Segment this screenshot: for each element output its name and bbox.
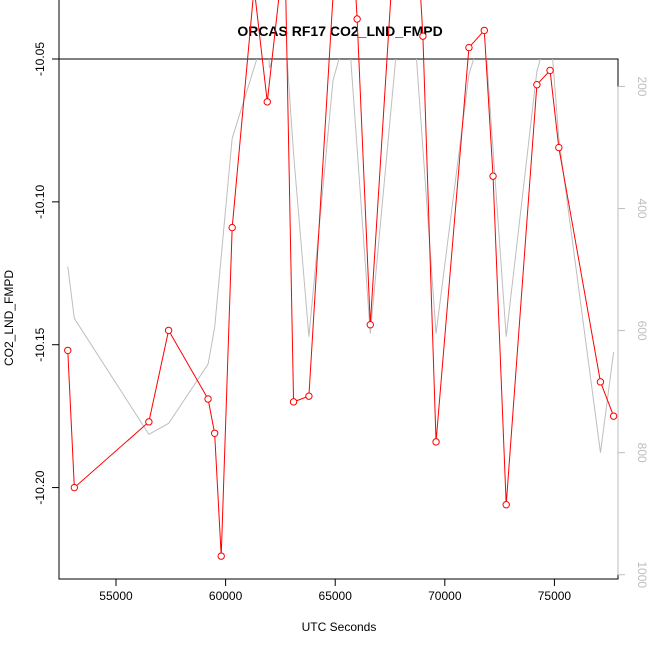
data-point <box>145 418 153 426</box>
right-tick-label: 800 <box>635 443 649 463</box>
data-point <box>228 223 236 232</box>
data-point <box>289 398 298 406</box>
right-tick-label: 1000 <box>635 561 649 588</box>
x-axis: 55000 60000 65000 70000 75000 <box>99 578 572 603</box>
y-tick-label: -10.05 <box>33 42 47 76</box>
right-tick-label: 200 <box>635 76 649 96</box>
series-layer <box>64 0 618 560</box>
right-tick-label: 600 <box>635 321 649 341</box>
x-axis-label: UTC Seconds <box>302 620 377 634</box>
x-tick-label: 65000 <box>319 589 353 603</box>
data-point <box>502 501 510 509</box>
data-point <box>480 26 488 35</box>
data-point <box>419 32 427 40</box>
data-point <box>555 143 563 152</box>
data-point <box>465 43 473 52</box>
data-point <box>64 346 72 355</box>
data-point <box>263 98 271 106</box>
x-tick-label: 60000 <box>209 589 243 603</box>
data-point <box>70 483 79 492</box>
data-point <box>596 378 605 386</box>
y-tick-label: -10.15 <box>33 327 47 361</box>
data-point <box>210 429 219 437</box>
data-point <box>217 552 225 560</box>
right-axis: 200 400 600 800 1000 <box>617 76 649 588</box>
y-axis: -10.20-10.15-10.10-10.05-10.00 <box>33 0 60 505</box>
y-tick-label: -10.20 <box>33 470 47 504</box>
y-tick-label: -10.10 <box>33 185 47 219</box>
series-line-secondary <box>67 59 615 453</box>
data-point <box>305 392 313 400</box>
data-point <box>489 172 497 180</box>
data-point <box>366 321 374 329</box>
right-tick-label: 400 <box>635 199 649 219</box>
data-point <box>609 412 618 420</box>
chart-title: ORCAS RF17 CO2_LND_FMPD <box>237 23 442 39</box>
data-point <box>204 395 212 403</box>
data-point <box>432 438 440 446</box>
data-point <box>546 66 554 75</box>
data-point <box>164 326 173 335</box>
x-tick-label: 75000 <box>538 589 572 603</box>
series-line-primary <box>67 0 615 557</box>
x-tick-label: 55000 <box>99 589 133 603</box>
data-point <box>353 15 361 23</box>
data-point <box>533 81 541 89</box>
plot-frame <box>58 58 619 580</box>
x-tick-label: 70000 <box>428 589 462 603</box>
y-axis-label: CO2_LND_FMPD <box>2 270 16 366</box>
